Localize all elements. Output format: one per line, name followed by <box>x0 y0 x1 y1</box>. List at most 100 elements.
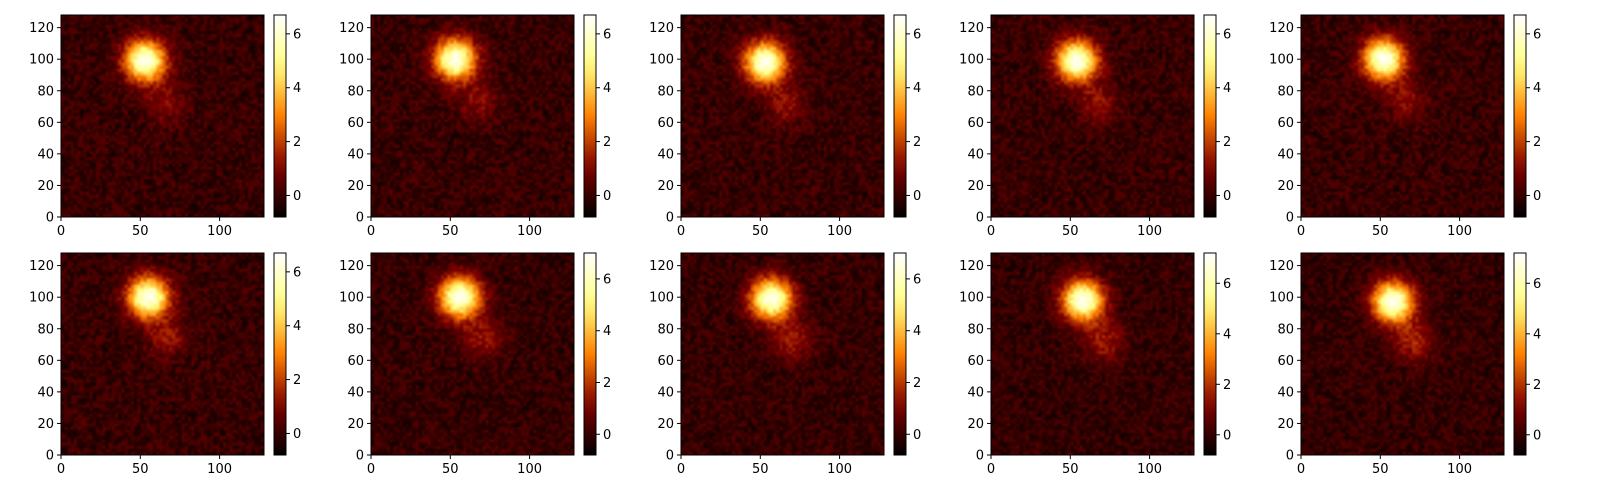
x-tick-label: 100 <box>207 462 232 477</box>
axes-frame <box>680 252 885 456</box>
x-tick-label: 100 <box>827 462 852 477</box>
x-tick-label: 100 <box>1447 462 1472 477</box>
colorbar <box>893 14 907 218</box>
y-tick-label: 60 <box>657 116 674 131</box>
colorbar-tick-label: 4 <box>1223 327 1231 342</box>
y-tick-label: 40 <box>967 385 984 400</box>
y-tick-label: 120 <box>959 21 984 36</box>
heatmap-image <box>61 15 264 217</box>
y-tick-label: 80 <box>347 84 364 99</box>
y-tick-label: 20 <box>657 179 674 194</box>
y-tick-label: 80 <box>967 84 984 99</box>
y-tick-label: 120 <box>339 259 364 274</box>
y-tick-label: 80 <box>657 322 674 337</box>
heatmap-image <box>1301 15 1504 217</box>
heatmap-image <box>1301 253 1504 455</box>
y-tick-label: 60 <box>657 354 674 369</box>
colorbar <box>1203 252 1217 456</box>
colorbar-tick-label: 6 <box>293 27 301 42</box>
y-tick-label: 60 <box>1277 116 1294 131</box>
x-tick-label: 0 <box>677 462 685 477</box>
y-tick-label: 20 <box>37 179 54 194</box>
colorbar-tick-label: 4 <box>913 81 921 96</box>
y-tick-label: 40 <box>967 147 984 162</box>
heatmap-panel-10: 0 50 100 0 20 40 60 80 100 120 0 2 4 6 <box>1269 252 1541 477</box>
axes-frame <box>1300 252 1505 456</box>
colorbar-tick-label: 0 <box>1533 428 1541 443</box>
x-tick-label: 0 <box>57 462 65 477</box>
x-tick-label: 100 <box>207 224 232 239</box>
x-tick-label: 0 <box>1297 462 1305 477</box>
x-tick-label: 100 <box>517 462 542 477</box>
y-tick-label: 120 <box>29 21 54 36</box>
y-tick-label: 120 <box>339 21 364 36</box>
y-tick-label: 40 <box>37 385 54 400</box>
x-tick-label: 0 <box>367 462 375 477</box>
colorbar <box>1513 14 1527 218</box>
y-tick-label: 20 <box>347 417 364 432</box>
colorbar-tick-label: 6 <box>603 272 611 287</box>
y-tick-label: 40 <box>347 385 364 400</box>
y-tick-label: 20 <box>347 179 364 194</box>
y-tick-label: 100 <box>29 291 54 306</box>
heatmap-panel-9: 0 50 100 0 20 40 60 80 100 120 0 2 4 6 <box>959 252 1231 477</box>
colorbar-tick-label: 6 <box>1223 27 1231 42</box>
colorbar-tick-label: 0 <box>913 189 921 204</box>
y-tick-label: 0 <box>356 211 364 226</box>
y-tick-label: 20 <box>657 417 674 432</box>
y-tick-label: 80 <box>37 322 54 337</box>
y-tick-label: 0 <box>976 211 984 226</box>
axes-frame <box>370 14 575 218</box>
y-tick-label: 60 <box>37 354 54 369</box>
y-tick-label: 120 <box>1269 259 1294 274</box>
y-tick-label: 100 <box>339 53 364 68</box>
y-tick-label: 80 <box>37 84 54 99</box>
x-tick-label: 100 <box>1447 224 1472 239</box>
heatmap-image <box>371 15 574 217</box>
y-tick-label: 120 <box>649 21 674 36</box>
y-tick-label: 20 <box>1277 417 1294 432</box>
y-tick-label: 120 <box>959 259 984 274</box>
axes-frame <box>60 14 265 218</box>
colorbar-tick-label: 4 <box>603 81 611 96</box>
heatmap-image <box>991 15 1194 217</box>
y-tick-label: 20 <box>967 417 984 432</box>
colorbar-tick-label: 2 <box>1533 378 1541 393</box>
x-tick-label: 0 <box>677 224 685 239</box>
x-tick-label: 0 <box>367 224 375 239</box>
y-tick-label: 120 <box>1269 21 1294 36</box>
x-tick-label: 50 <box>1062 224 1079 239</box>
y-tick-label: 80 <box>1277 322 1294 337</box>
y-tick-label: 60 <box>347 116 364 131</box>
colorbar-tick-label: 0 <box>293 427 301 442</box>
y-tick-label: 100 <box>959 291 984 306</box>
colorbar-tick-label: 0 <box>603 189 611 204</box>
y-tick-label: 0 <box>666 211 674 226</box>
x-tick-label: 50 <box>442 224 459 239</box>
y-tick-label: 60 <box>967 116 984 131</box>
colorbar <box>583 14 597 218</box>
x-tick-label: 50 <box>132 462 149 477</box>
heatmap-panel-8: 0 50 100 0 20 40 60 80 100 120 0 2 4 6 <box>649 252 921 477</box>
colorbar <box>273 14 287 218</box>
y-tick-label: 0 <box>976 449 984 464</box>
y-tick-label: 0 <box>1286 449 1294 464</box>
colorbar-tick-label: 4 <box>293 81 301 96</box>
colorbar-tick-label: 4 <box>1223 81 1231 96</box>
x-tick-label: 0 <box>1297 224 1305 239</box>
heatmap-panel-6: 0 50 100 0 20 40 60 80 100 120 0 2 4 6 <box>29 252 301 477</box>
x-tick-label: 100 <box>827 224 852 239</box>
x-tick-label: 100 <box>1137 224 1162 239</box>
x-tick-label: 50 <box>132 224 149 239</box>
colorbar-tick-label: 2 <box>913 135 921 150</box>
y-tick-label: 80 <box>657 84 674 99</box>
colorbar-tick-label: 2 <box>1533 135 1541 150</box>
y-tick-label: 100 <box>959 53 984 68</box>
colorbar-tick-label: 6 <box>913 27 921 42</box>
y-tick-label: 0 <box>1286 211 1294 226</box>
x-tick-label: 0 <box>57 224 65 239</box>
y-tick-label: 60 <box>347 354 364 369</box>
y-tick-label: 100 <box>339 291 364 306</box>
colorbar-tick-label: 6 <box>1223 277 1231 292</box>
y-tick-label: 0 <box>356 449 364 464</box>
